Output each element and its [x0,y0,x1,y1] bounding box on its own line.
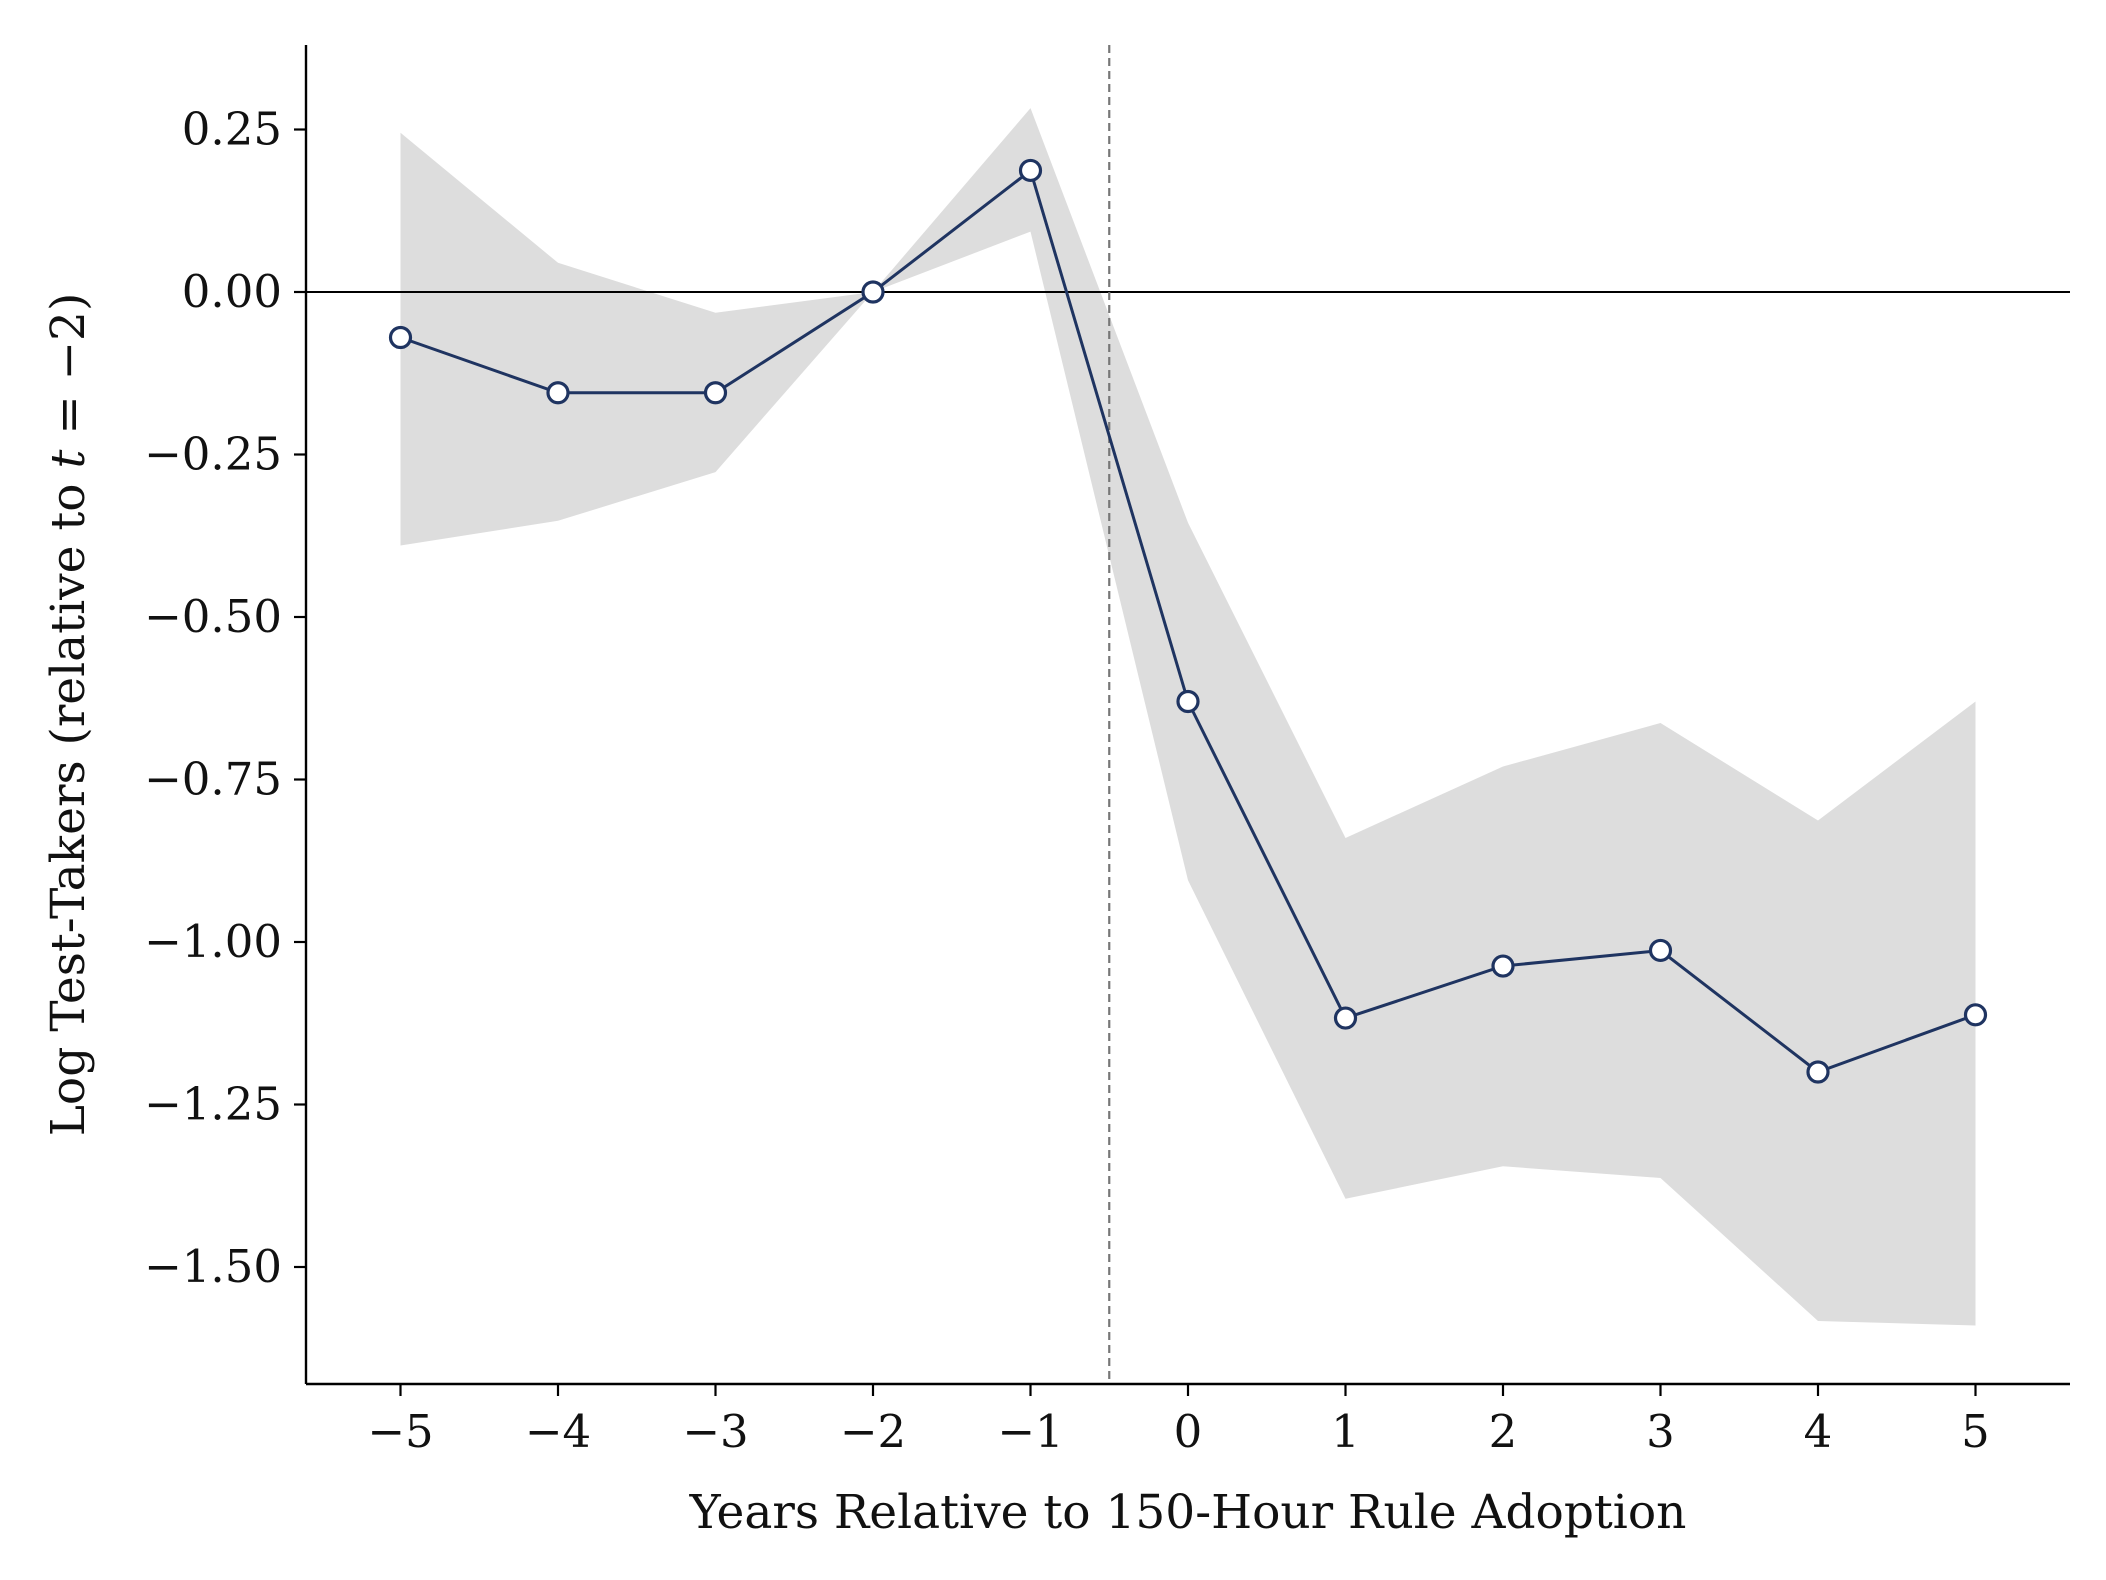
x-tick-label: 4 [1804,1405,1833,1458]
estimate-point [1648,938,1673,963]
y-tick-label: −0.75 [144,753,282,806]
y-axis-title-prefix: Log Test-Takers (relative to [41,468,96,1136]
x-tick-label: 1 [1331,1405,1360,1458]
x-tick-label: 3 [1646,1405,1675,1458]
y-tick-label: 0.00 [182,265,282,318]
y-axis-title-variable: t [41,449,96,468]
y-tick-label: −0.25 [144,428,282,481]
estimate-point [1491,954,1515,978]
estimate-point [1018,158,1043,183]
x-axis-title: Years Relative to 150-Hour Rule Adoption [689,1485,1687,1540]
y-tick-label: −1.50 [144,1240,282,1293]
confidence-band [400,108,1976,1326]
x-tick-label: 2 [1489,1405,1518,1458]
y-axis-ticks: 0.25 0.00 −0.25 −0.50 −0.75 −1.00 −1.25 −1.50 [144,103,306,1293]
x-tick-label: −3 [682,1405,748,1458]
x-tick-label: 0 [1174,1405,1203,1458]
y-tick-label: −1.00 [144,915,282,968]
y-tick-label: −0.50 [144,590,282,643]
estimate-point [546,381,570,405]
estimate-point [388,325,413,350]
x-tick-label: −1 [997,1405,1063,1458]
y-tick-label: −1.25 [144,1078,282,1131]
estimate-point [861,280,885,304]
estimate-point [1806,1060,1830,1084]
x-tick-label: −2 [840,1405,906,1458]
x-tick-label: −4 [525,1405,591,1458]
estimate-point [703,381,728,405]
x-tick-label: −5 [367,1405,433,1458]
y-axis-title: Log Test-Takers (relative to t = −2) [41,293,96,1137]
estimate-point [1963,1003,1988,1027]
x-tick-label: 5 [1961,1405,1990,1458]
estimate-point [1176,689,1200,714]
y-axis-title-suffix: = −2) [41,293,96,450]
plot-area [306,45,2070,1384]
estimate-points [388,158,1988,1084]
y-tick-label: 0.25 [182,103,282,156]
estimate-point [1333,1006,1358,1030]
x-axis-ticks: −5 −4 −3 −2 −1 0 1 2 3 4 5 [367,1384,1990,1458]
